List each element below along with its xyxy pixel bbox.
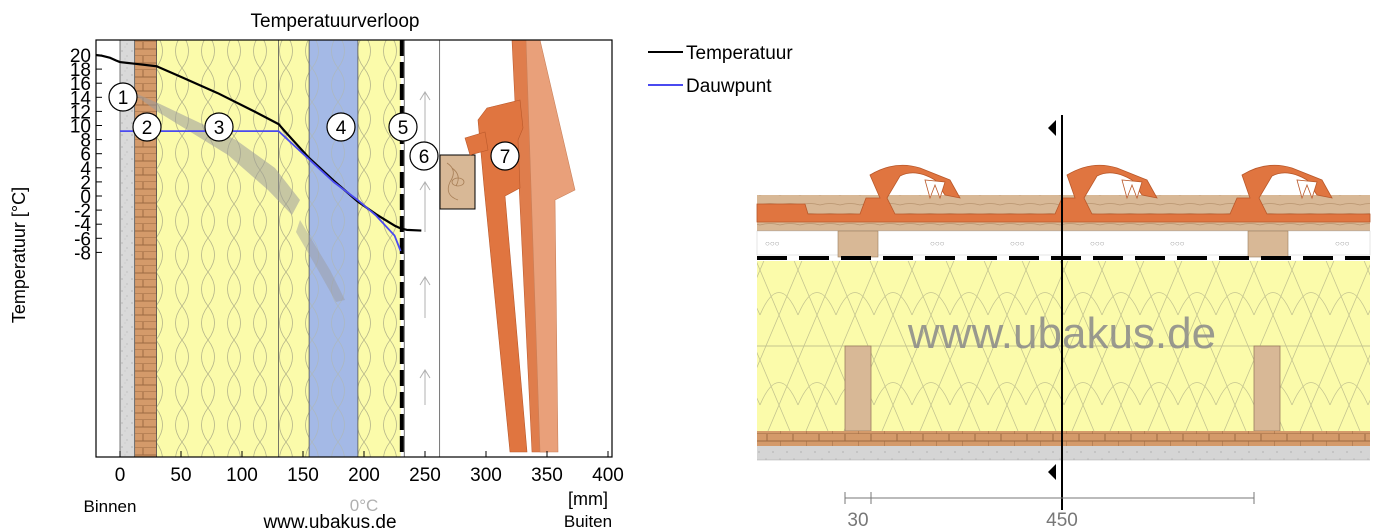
layer-stack	[119, 40, 441, 457]
x-tick-label: 250	[409, 465, 441, 486]
section-watermark: www.ubakus.de	[907, 309, 1216, 358]
svg-text:○○○: ○○○	[1010, 239, 1025, 248]
layer-number-circle	[132, 112, 162, 142]
roof-tile-drawing	[464, 39, 576, 453]
dimension-line	[844, 492, 1255, 504]
y-tick-label: 4	[80, 159, 91, 180]
layer-number-2: 2	[132, 112, 162, 142]
svg-text:○○○: ○○○	[1170, 239, 1185, 248]
chart-title: Temperatuurverloop	[251, 11, 420, 32]
series-line-dewpoint	[120, 130, 402, 252]
layer-insulation-blue-hatch	[309, 40, 358, 457]
layer-number-circle	[326, 112, 356, 142]
inside-label: Binnen	[84, 497, 137, 516]
y-tick-label: -8	[74, 243, 91, 264]
inner-plaster	[757, 446, 1370, 460]
layer-number-3: 3	[204, 112, 234, 142]
dimension-rafter-spacing: 450	[1046, 510, 1078, 531]
temperature-band	[128, 90, 300, 215]
x-tick-label: 100	[226, 465, 258, 486]
svg-text:○○○: ○○○	[1090, 239, 1105, 248]
y-tick-label: 12	[70, 102, 91, 123]
inner-board	[757, 431, 1370, 446]
batten-drawing	[439, 154, 476, 210]
y-axis-label: Temperatuur [°C]	[9, 187, 29, 323]
layer-number-text: 4	[336, 118, 347, 139]
y-tick-label: 2	[80, 173, 91, 194]
y-tick-label: 14	[70, 88, 92, 109]
temperature-band-lower	[296, 220, 345, 302]
x-tick-label: 400	[592, 465, 624, 486]
chart-series	[95, 53, 422, 252]
y-tick-label: 16	[70, 74, 91, 95]
svg-text:○○○: ○○○	[1335, 239, 1350, 248]
layer-air-gap	[404, 40, 440, 457]
section-tiles	[756, 164, 1371, 223]
x-tick-label: 50	[170, 465, 191, 486]
series-line-temperature	[95, 53, 422, 232]
rafter	[844, 345, 872, 432]
outside-label: Buiten	[564, 512, 612, 531]
layer-number-circle	[409, 141, 439, 171]
x-tick-label: 150	[287, 465, 319, 486]
layer-number-4: 4	[326, 112, 356, 142]
y-tick-label: 0	[80, 187, 91, 208]
layer-number-circle	[108, 82, 138, 112]
y-tick-label: 8	[80, 131, 91, 152]
legend-dewpoint-label: Dauwpunt	[686, 76, 772, 97]
y-tick-label: -6	[74, 229, 91, 250]
y-tick-label: 18	[70, 60, 91, 81]
y-tick-label: 6	[80, 145, 91, 166]
chart-watermark: www.ubakus.de	[262, 512, 396, 531]
x-tick-label: 350	[531, 465, 563, 486]
layer-number-text: 3	[214, 118, 225, 139]
layer-number-text: 2	[142, 118, 153, 139]
legend-temperature-label: Temperatuur	[686, 43, 793, 64]
layer-number-7: 7	[490, 141, 520, 171]
layer-insulation-1-hatch	[156, 40, 279, 457]
y-tick-label: 10	[70, 117, 91, 138]
layer-number-text: 6	[419, 147, 430, 168]
layer-number-circle	[388, 112, 418, 142]
layer-number-text: 7	[500, 147, 511, 168]
section-marker-top	[1048, 120, 1056, 136]
layer-number-5: 5	[388, 112, 418, 142]
plot-frame	[95, 39, 613, 458]
layer-insulation-3-hatch	[357, 40, 401, 457]
legend: Temperatuur Dauwpunt	[648, 43, 793, 97]
layer-plaster	[120, 40, 135, 457]
x-tick-label: 0	[115, 465, 126, 486]
zero-degree-label: 0°C	[350, 496, 379, 515]
dimension-rafter-width: 30	[847, 510, 868, 531]
x-tick-label: 200	[348, 465, 380, 486]
x-axis-label: [mm]	[568, 489, 608, 509]
y-tick-label: -2	[74, 201, 91, 222]
layer-number-1: 1	[108, 82, 138, 112]
layer-number-text: 5	[398, 118, 409, 139]
layer-number-text: 1	[118, 88, 129, 109]
y-tick-label: -4	[74, 215, 91, 236]
layer-wood-board	[134, 40, 157, 457]
layer-number-circle	[490, 141, 520, 171]
roof-section-drawing: ○○○ ○○○ ○○○ ○○○ ○○○ ○○○	[756, 115, 1371, 531]
layer-labels: 12 3 4 56 7	[108, 82, 520, 171]
y-tick-label: 20	[70, 46, 91, 67]
x-tick-label: 300	[470, 465, 502, 486]
svg-text:○○○: ○○○	[930, 239, 945, 248]
rafter	[1253, 345, 1281, 432]
layer-number-6: 6	[409, 141, 439, 171]
layer-insulation-2-hatch	[278, 40, 310, 457]
layer-number-circle	[204, 112, 234, 142]
svg-text:○○○: ○○○	[765, 239, 780, 248]
section-marker-bottom	[1048, 464, 1056, 480]
